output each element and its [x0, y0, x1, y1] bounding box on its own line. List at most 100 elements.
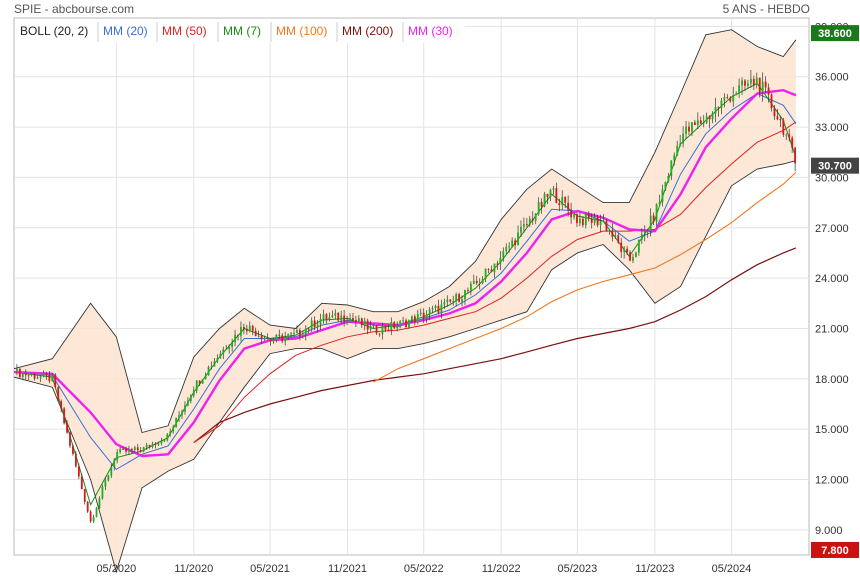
candle-body — [673, 155, 676, 161]
candle-body — [605, 220, 608, 231]
candle-body — [231, 342, 234, 348]
mm100-line — [372, 171, 797, 383]
candle-body — [464, 289, 466, 300]
candle-body — [175, 417, 178, 427]
legend-item[interactable]: MM (100) — [276, 24, 327, 38]
candle-body — [381, 325, 384, 334]
candle-body — [670, 160, 673, 177]
candle-body — [593, 216, 596, 223]
candle-body — [440, 304, 443, 313]
candle-body — [384, 325, 387, 330]
candle-body — [399, 321, 402, 326]
candle-body — [72, 445, 74, 454]
candle-body — [95, 507, 98, 517]
legend-item[interactable]: BOLL (20, 2) — [20, 24, 88, 38]
candle-body — [528, 218, 531, 225]
legend-item[interactable]: MM (20) — [103, 24, 148, 38]
candle-body — [263, 338, 266, 340]
candle-body — [360, 318, 363, 326]
candle-body — [142, 447, 145, 452]
candle-body — [136, 447, 139, 451]
x-tick-label: 05/2022 — [404, 563, 444, 575]
candle-body — [738, 85, 741, 94]
candle-body — [637, 239, 640, 253]
candle-body — [284, 336, 287, 342]
candle-body — [755, 77, 758, 85]
candle-body — [18, 368, 21, 378]
candle-body — [543, 193, 546, 207]
y-tick-label: 12.000 — [815, 474, 849, 486]
candle-body — [788, 134, 791, 138]
candle-body — [469, 283, 472, 290]
candle-body — [608, 230, 611, 232]
candle-body — [278, 334, 281, 336]
candle-body — [411, 316, 413, 321]
candle-body — [198, 380, 201, 384]
candle-body — [316, 324, 319, 328]
candle-body — [48, 374, 51, 382]
candle-body — [632, 257, 634, 261]
candle-body — [452, 300, 455, 302]
candle-body — [92, 516, 95, 522]
candle-body — [319, 319, 322, 325]
legend-item[interactable]: MM (30) — [408, 24, 453, 38]
candle-body — [219, 353, 222, 358]
y-tick-label: 24.000 — [815, 273, 849, 285]
candle-body — [443, 301, 446, 305]
candle-body — [110, 466, 113, 476]
candle-body — [458, 294, 460, 302]
candle-body — [794, 147, 797, 164]
candle-body — [207, 367, 210, 376]
candle-body — [741, 80, 743, 86]
candle-body — [720, 100, 723, 108]
candle-body — [21, 373, 24, 378]
y-axis: 9.000 12.000 15.000 18.000 21.000 24.000 27.00… — [815, 21, 849, 536]
candle-body — [413, 316, 416, 323]
candle-body — [652, 215, 655, 222]
candle-body — [496, 263, 499, 265]
candle-body — [649, 215, 652, 231]
candle-body — [387, 329, 390, 331]
candle-body — [355, 320, 357, 322]
candle-body — [623, 248, 626, 252]
legend-item[interactable]: MM (7) — [223, 24, 261, 38]
candle-body — [396, 325, 399, 329]
candle-body — [573, 214, 575, 218]
candle-body — [431, 308, 434, 310]
candle-body — [752, 78, 755, 85]
candle-body — [296, 330, 298, 333]
candle-body — [287, 334, 290, 337]
candle-body — [428, 309, 431, 315]
candle-body — [688, 126, 690, 132]
x-tick-label: 05/2020 — [96, 563, 136, 575]
candle-body — [744, 80, 746, 86]
candle-body — [133, 447, 136, 450]
candle-body — [531, 218, 534, 221]
candle-body — [705, 116, 708, 123]
candle-body — [791, 137, 794, 148]
candle-body — [331, 315, 334, 318]
candle-body — [691, 122, 693, 132]
x-axis: 05/2020 11/2020 05/2021 11/2021 05/2022 11/20… — [96, 563, 751, 575]
y-tick-label: 30.000 — [815, 172, 849, 184]
legend-background — [15, 19, 465, 43]
candle-body — [776, 116, 779, 120]
mm50-line — [193, 121, 797, 444]
candle-body — [57, 387, 60, 402]
candle-body — [16, 368, 18, 373]
candle-body — [80, 476, 83, 490]
candle-body — [517, 232, 519, 246]
low-price-badge-bg — [811, 541, 859, 558]
candle-body — [269, 338, 272, 342]
candle-body — [499, 257, 502, 265]
candle-body — [478, 283, 481, 285]
legend-item[interactable]: MM (50) — [162, 24, 207, 38]
candle-body — [346, 321, 348, 323]
candle-body — [240, 327, 242, 336]
candle-body — [449, 299, 452, 302]
candle-body — [699, 120, 702, 124]
legend-item[interactable]: MM (200) — [342, 24, 393, 38]
candle-body — [767, 87, 770, 95]
price-candles — [16, 69, 797, 524]
